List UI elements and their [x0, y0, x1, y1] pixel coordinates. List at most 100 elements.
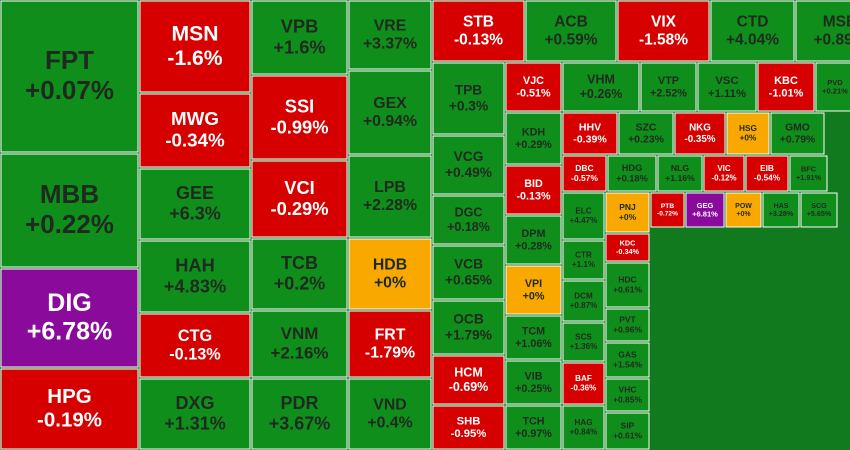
tile-change: +0.49%: [445, 165, 492, 180]
tile-change: +2.52%: [650, 87, 687, 99]
tile-change: -0.95%: [451, 428, 487, 440]
tile-ticker: SCG: [811, 202, 827, 210]
tile-change: +0%: [740, 133, 757, 143]
tile-ticker: DIG: [47, 289, 91, 317]
tile-ticker: ACB: [554, 14, 588, 31]
tile: [251, 75, 348, 160]
tile-ticker: ELC: [575, 207, 591, 216]
tile: [505, 265, 562, 315]
tile-change: -0.36%: [571, 384, 597, 393]
tile-change: +0.25%: [515, 383, 552, 395]
tile-ticker: DGC: [455, 205, 483, 219]
tile-change: +0.26%: [580, 87, 623, 101]
tile-ticker: GEG: [697, 201, 714, 210]
tile: [251, 238, 348, 310]
tile-change: +1.6%: [273, 36, 325, 57]
tile-ticker: TCB: [281, 253, 318, 273]
tile-ticker: NLG: [671, 163, 690, 173]
tile: [0, 268, 139, 368]
tile-ticker: PDR: [280, 393, 318, 413]
tile-ticker: VCB: [454, 257, 483, 272]
tile-change: +0%: [374, 275, 406, 292]
tile-change: -1.79%: [365, 345, 415, 362]
tile-ticker: KDH: [522, 126, 546, 138]
tile-ticker: BFC: [801, 164, 817, 173]
tile: [139, 168, 251, 240]
tile-change: -0.34%: [616, 247, 640, 256]
tile-change: +0.4%: [367, 415, 412, 432]
tile-change: +0.87%: [570, 301, 598, 310]
tile-ticker: MWG: [171, 108, 219, 129]
tile-change: +3.28%: [769, 210, 794, 218]
tile-ticker: VPB: [281, 15, 319, 36]
tile-change: +0.28%: [515, 240, 552, 252]
tile-ticker: VTP: [658, 75, 679, 87]
tile-ticker: MBB: [40, 179, 99, 209]
tile-ticker: GEE: [176, 183, 214, 203]
tile-ticker: GAS: [618, 350, 637, 360]
tile: [139, 313, 251, 378]
tile-ticker: VHM: [587, 72, 615, 86]
tile-change: -0.54%: [754, 173, 781, 183]
tile-ticker: PTB: [661, 203, 674, 210]
tile-ticker: HDB: [373, 256, 407, 273]
tile-ticker: MSN: [172, 22, 219, 45]
tile: [251, 160, 348, 238]
tile-change: +0.96%: [613, 324, 642, 334]
tile-ticker: GEX: [373, 95, 407, 112]
tile-ticker: FRT: [375, 326, 406, 343]
tile-change: +0.18%: [447, 220, 490, 234]
tile: [139, 0, 251, 93]
tile-change: +6.78%: [27, 318, 113, 346]
tile-change: +1.31%: [164, 414, 226, 434]
tile: [800, 192, 838, 228]
tile-change: +0.23%: [628, 134, 665, 146]
tile: [562, 192, 605, 240]
tile: [505, 62, 562, 112]
tile: [618, 112, 674, 155]
tile-ticker: HAG: [574, 418, 592, 427]
tile-change: +4.47%: [570, 216, 598, 225]
tile-change: +1.91%: [796, 173, 822, 182]
tile-change: -0.12%: [711, 173, 736, 182]
tile: [432, 245, 505, 300]
tile-change: +2.16%: [270, 344, 328, 363]
tile-change: +0.94%: [363, 113, 417, 130]
tile-change: +0.18%: [616, 173, 648, 183]
tile-change: -0.57%: [571, 173, 598, 183]
tile-change: -1.01%: [769, 87, 804, 99]
tile: [815, 62, 850, 112]
tile-change: +4.04%: [726, 31, 779, 48]
tile: [757, 62, 815, 112]
tile: [562, 405, 605, 450]
tile: [726, 112, 770, 155]
tile-ticker: NKG: [689, 123, 711, 134]
tile: [762, 192, 800, 228]
tile-ticker: SIP: [621, 421, 635, 431]
tile-ticker: CTG: [178, 327, 212, 345]
tile: [348, 70, 432, 155]
tile-ticker: CTD: [737, 14, 769, 31]
tile-change: -0.29%: [271, 198, 329, 219]
tile: [562, 112, 618, 155]
tile-change: -0.39%: [573, 134, 607, 146]
tile-ticker: SHB: [457, 415, 481, 427]
tile: [348, 155, 432, 238]
tile: [703, 155, 745, 192]
tile-change: +0.3%: [449, 98, 488, 113]
tile: [640, 62, 697, 112]
tile: [617, 0, 710, 62]
tile-change: -0.69%: [449, 380, 489, 394]
tile-change: +0.2%: [274, 274, 326, 294]
tile-ticker: TCH: [522, 415, 544, 427]
tile-change: +0.61%: [613, 284, 642, 294]
tile-ticker: SZC: [635, 121, 656, 133]
tile-change: +0%: [736, 211, 751, 218]
tile-ticker: DXG: [175, 393, 214, 413]
tile: [432, 62, 505, 135]
tile-change: +1.36%: [570, 342, 598, 351]
tile-change: -0.34%: [165, 130, 225, 151]
tile: [710, 0, 795, 62]
tile: [562, 155, 607, 192]
